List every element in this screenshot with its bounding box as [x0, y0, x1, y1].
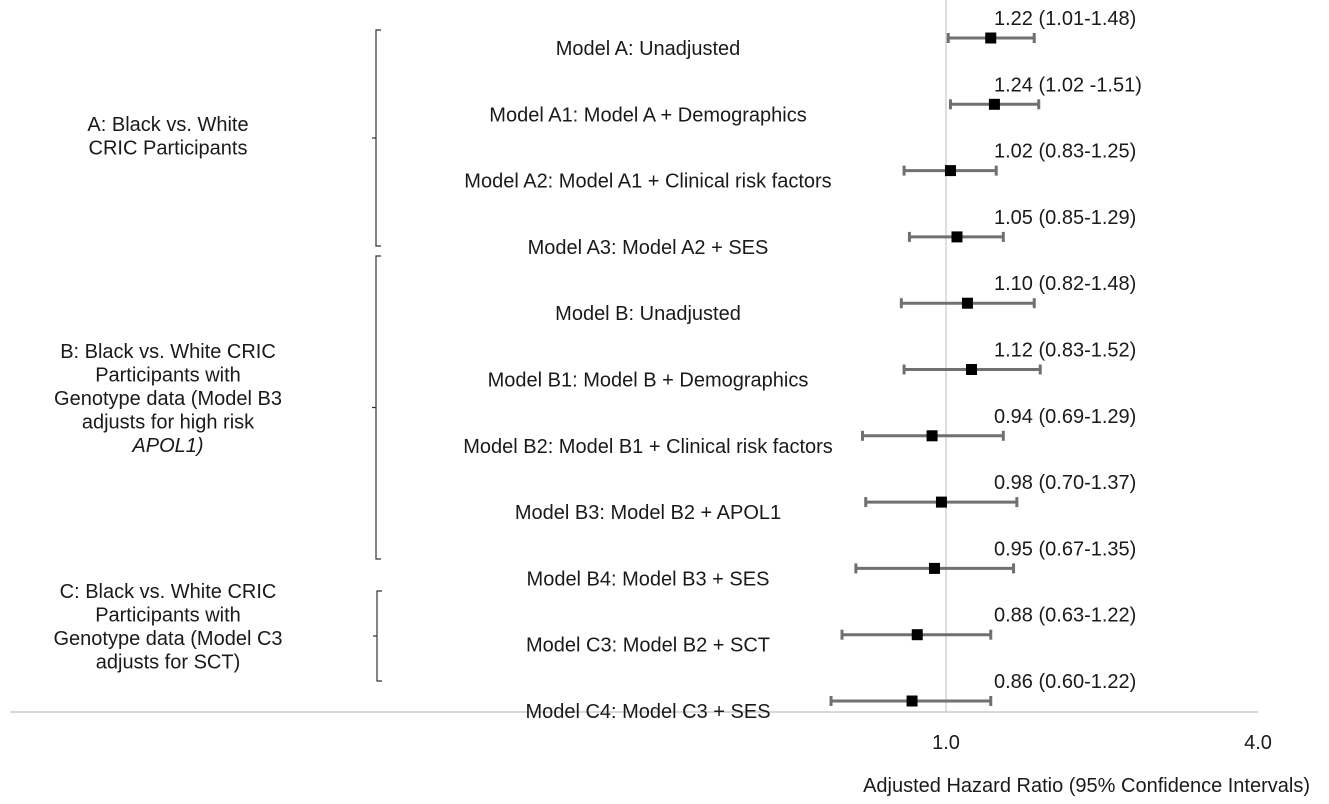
- forest-row: Model C4: Model C3 + SES 0.86 (0.60-1.22): [525, 671, 1136, 723]
- hr-value-label: 0.95 (0.67-1.35): [994, 538, 1136, 560]
- hr-value-label: 1.24 (1.02 -1.51): [994, 74, 1142, 96]
- hr-point: [906, 695, 918, 707]
- forest-row: Model C3: Model B2 + SCT 0.88 (0.63-1.22): [526, 605, 1136, 657]
- forest-row: Model A2: Model A1 + Clinical risk facto…: [464, 141, 1136, 193]
- hr-point: [985, 32, 997, 44]
- hr-value-label: 0.86 (0.60-1.22): [994, 671, 1136, 693]
- hr-point: [961, 297, 973, 309]
- hr-value-label: 1.12 (0.83-1.52): [994, 340, 1136, 362]
- x-axis-ticks: 1.0 4.0: [932, 732, 1272, 754]
- forest-row: Model A1: Model A + Demographics 1.24 (1.…: [489, 74, 1142, 126]
- hr-value-label: 1.22 (1.01-1.48): [994, 8, 1136, 30]
- group-bracket: [373, 590, 382, 682]
- group-label-line: Genotype data (Model C3: [53, 628, 282, 650]
- forest-row: Model B: Unadjusted 1.10 (0.82-1.48): [555, 273, 1136, 325]
- group-bracket: [372, 255, 381, 560]
- hr-point: [926, 430, 938, 442]
- model-label: Model B1: Model B + Demographics: [488, 370, 809, 392]
- x-tick-label: 1.0: [932, 732, 960, 754]
- group-label-line: adjusts for high risk: [82, 412, 255, 434]
- x-axis-title: Adjusted Hazard Ratio (95% Confidence In…: [863, 775, 1310, 797]
- model-label: Model A: Unadjusted: [556, 38, 741, 60]
- group-brackets: [372, 29, 382, 682]
- hr-point: [935, 496, 947, 508]
- group-label-line: Participants with: [95, 605, 241, 627]
- hr-point: [928, 562, 940, 574]
- model-label: Model A2: Model A1 + Clinical risk facto…: [464, 171, 831, 193]
- hr-point: [988, 98, 1000, 110]
- forest-row: Model B4: Model B3 + SES 0.95 (0.67-1.35): [527, 538, 1137, 590]
- hr-point: [966, 364, 978, 375]
- group-label-line: adjusts for SCT): [96, 652, 240, 674]
- group-label-line: APOL1): [131, 435, 203, 457]
- x-tick-label: 4.0: [1244, 732, 1272, 754]
- hr-value-label: 1.05 (0.85-1.29): [994, 207, 1136, 229]
- group-label-line: C: Black vs. White CRIC: [60, 581, 277, 603]
- group-label-line: A: Black vs. White: [87, 114, 248, 136]
- model-label: Model B3: Model B2 + APOL1: [515, 502, 781, 524]
- group-label-line: Genotype data (Model B3: [54, 388, 282, 410]
- hr-point: [911, 629, 923, 641]
- model-label: Model B4: Model B3 + SES: [527, 568, 770, 590]
- hr-value-label: 0.94 (0.69-1.29): [994, 406, 1136, 428]
- hr-point: [944, 165, 956, 177]
- hr-value-label: 0.88 (0.63-1.22): [994, 605, 1136, 627]
- model-label: Model B2: Model B1 + Clinical risk facto…: [463, 436, 833, 458]
- model-label: Model A3: Model A2 + SES: [528, 237, 769, 259]
- hr-value-label: 1.02 (0.83-1.25): [994, 141, 1136, 163]
- forest-row: Model A3: Model A2 + SES 1.05 (0.85-1.29): [528, 207, 1137, 259]
- group-label-line: B: Black vs. White CRIC: [60, 341, 276, 363]
- hr-value-label: 0.98 (0.70-1.37): [994, 472, 1136, 494]
- group-label-line: Participants with: [95, 365, 241, 387]
- hr-point: [951, 231, 963, 243]
- model-label: Model C4: Model C3 + SES: [525, 701, 770, 723]
- forest-row: Model A: Unadjusted 1.22 (1.01-1.48): [556, 8, 1137, 60]
- group-bracket: [372, 29, 381, 247]
- forest-row: Model B2: Model B1 + Clinical risk facto…: [463, 406, 1136, 458]
- model-label: Model A1: Model A + Demographics: [489, 104, 806, 126]
- model-label: Model B: Unadjusted: [555, 303, 741, 325]
- model-label: Model C3: Model B2 + SCT: [526, 635, 770, 657]
- forest-row: Model B1: Model B + Demographics 1.12 (0.…: [488, 340, 1137, 392]
- group-label-line: CRIC Participants: [89, 138, 248, 160]
- hr-value-label: 1.10 (0.82-1.48): [994, 273, 1136, 295]
- forest-row: Model B3: Model B2 + APOL1 0.98 (0.70-1.3…: [515, 472, 1136, 524]
